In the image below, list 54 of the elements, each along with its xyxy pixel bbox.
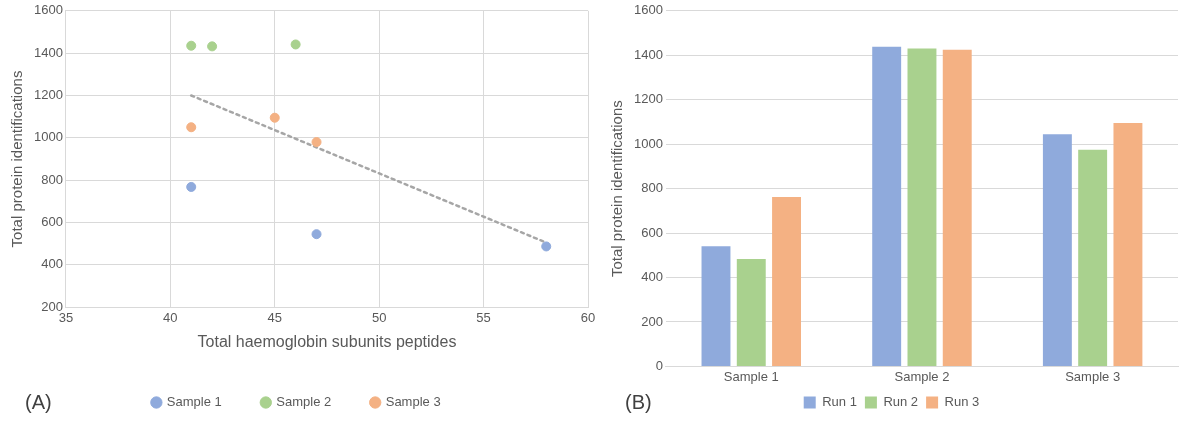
y-axis-title: Total protein identifications <box>608 100 626 277</box>
bar <box>701 246 731 366</box>
text: (B) <box>625 390 652 413</box>
point <box>290 39 301 50</box>
y-tick-label: 0 <box>655 357 663 373</box>
legend-label: Sample 3 <box>385 394 441 410</box>
point <box>207 41 218 52</box>
y-tick-label: 600 <box>41 214 63 230</box>
point <box>186 181 197 192</box>
point <box>311 137 322 148</box>
y-tick-label: 1400 <box>634 46 663 62</box>
y-tick-label: 400 <box>641 269 663 285</box>
y-tick-label: 1400 <box>34 44 63 60</box>
point <box>186 40 197 51</box>
x-tick-label: 55 <box>476 309 491 325</box>
x-axis-title: Total haemoglobin subunits peptides <box>197 332 457 350</box>
y-tick-label: 400 <box>41 256 63 272</box>
bar <box>1078 149 1108 366</box>
point <box>269 112 280 123</box>
legend-label: Run 1 <box>822 394 857 410</box>
legend-label: Sample 1 <box>166 394 222 410</box>
point <box>541 241 552 252</box>
y-tick-label: 600 <box>641 224 663 240</box>
x-tick-label: 50 <box>371 309 387 325</box>
y-tick-label: 1000 <box>634 135 663 151</box>
bar <box>736 259 766 366</box>
x-tick-label: 40 <box>163 309 178 325</box>
legend-label: Run 3 <box>944 394 980 410</box>
bar <box>1042 134 1072 366</box>
point <box>311 229 322 240</box>
bar <box>872 46 902 366</box>
bar <box>942 49 972 366</box>
bar <box>907 48 937 366</box>
y-tick-label: 200 <box>641 313 663 329</box>
x-tick-label: Sample 2 <box>894 368 950 384</box>
point <box>186 122 197 133</box>
y-tick-label: 800 <box>41 171 63 187</box>
legend-label: Sample 2 <box>276 394 332 410</box>
x-tick-label: 45 <box>267 309 282 325</box>
y-tick-label: 1200 <box>34 87 63 103</box>
y-tick-label: 800 <box>641 180 663 196</box>
legend-label: Run 2 <box>883 394 919 410</box>
y-tick-label: 1200 <box>634 91 663 107</box>
y-axis-title: Total protein identifications <box>8 70 26 248</box>
bar <box>772 197 802 366</box>
y-tick-label: 200 <box>41 298 63 314</box>
x-tick-label: Sample 1 <box>723 368 779 384</box>
y-tick-label: 1600 <box>34 2 63 18</box>
x-tick-label: 60 <box>580 309 596 325</box>
y-tick-label: 1000 <box>34 129 63 145</box>
x-tick-label: Sample 3 <box>1065 368 1121 384</box>
bar <box>1113 123 1143 366</box>
y-tick-label: 1600 <box>634 2 663 18</box>
text: (A) <box>25 390 52 413</box>
